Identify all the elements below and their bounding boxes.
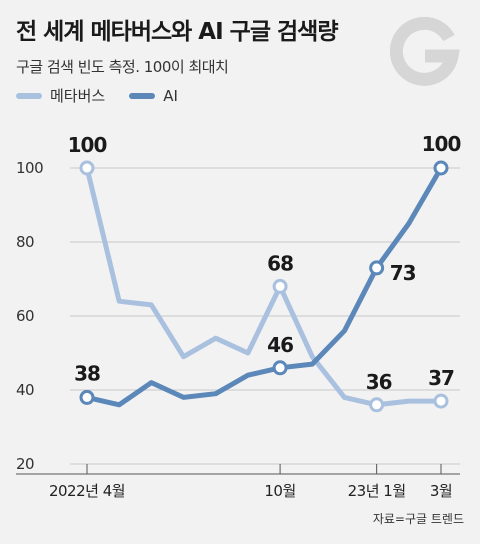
x-tick-label-2022-10: 10월: [264, 482, 295, 500]
google-g-icon: [389, 16, 460, 86]
point-marker-metaverse-2022-10: [272, 278, 288, 294]
data-label-ai-2023-03: 100: [422, 132, 461, 156]
legend-item-ai: AI: [129, 87, 178, 105]
x-tick-label-2023-03: 3월: [430, 482, 452, 500]
legend-label-metaverse: 메타버스: [50, 87, 106, 105]
legend: 메타버스 AI: [16, 85, 202, 106]
y-tick-label-100: 100: [16, 159, 43, 177]
point-marker-metaverse-2022-04: [79, 160, 95, 176]
legend-label-ai: AI: [163, 86, 178, 105]
point-marker-ai-2022-10: [272, 360, 288, 376]
legend-swatch-metaverse: [16, 92, 42, 99]
series-line-ai: [84, 165, 444, 408]
y-tick-label-80: 80: [16, 233, 34, 251]
data-label-ai-2022-04: 38: [74, 361, 100, 385]
data-label-metaverse-2022-04: 100: [68, 133, 107, 157]
data-label-ai-2022-10: 46: [267, 333, 293, 357]
point-marker-ai-2023-03: [433, 160, 449, 176]
data-label-metaverse-2023-03: 37: [428, 366, 454, 390]
y-tick-label-20: 20: [16, 455, 34, 473]
legend-item-metaverse: 메타버스: [16, 85, 105, 106]
x-tick-label-2022-04: 2022년 4월: [49, 482, 125, 500]
y-tick-label-60: 60: [16, 307, 34, 325]
chart-subtitle: 구글 검색 빈도 측정. 100이 최대치: [16, 58, 229, 76]
data-label-metaverse-2023-01: 36: [366, 370, 392, 394]
point-marker-ai-2022-04: [79, 389, 95, 405]
y-tick-label-40: 40: [16, 381, 34, 399]
point-marker-metaverse-2023-01: [369, 397, 385, 413]
data-label-metaverse-2022-10: 68: [267, 251, 293, 275]
point-marker-ai-2023-01: [369, 260, 385, 276]
legend-swatch-ai: [129, 92, 156, 99]
source-note: 자료=구글 트렌드: [372, 512, 464, 526]
chart-title: 전 세계 메타버스와 AI 구글 검색량: [16, 19, 338, 45]
x-tick-label-2023-01: 23년 1월: [348, 482, 406, 500]
point-marker-metaverse-2023-03: [433, 393, 449, 409]
data-label-ai-2023-01: 73: [390, 261, 416, 285]
